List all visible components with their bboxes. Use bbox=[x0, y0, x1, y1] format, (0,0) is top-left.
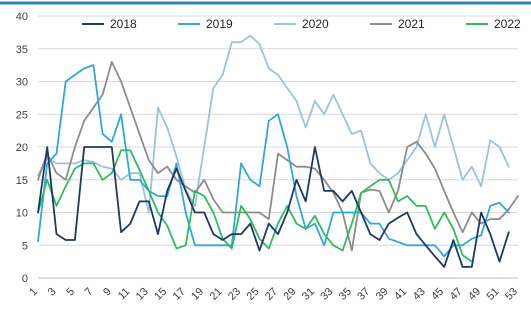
y-tick-label: 5 bbox=[22, 240, 28, 252]
y-axis: 0 5 10 15 20 25 30 35 40 bbox=[16, 11, 28, 285]
y-tick-label: 25 bbox=[16, 109, 28, 121]
legend: 2018 2019 2020 2021 2022 bbox=[82, 17, 521, 31]
legend-label-2020: 2020 bbox=[302, 17, 329, 31]
y-tick-label: 0 bbox=[22, 273, 28, 285]
series-line-2020 bbox=[37, 34, 510, 214]
series-line-2021 bbox=[37, 61, 519, 252]
legend-label-2021: 2021 bbox=[398, 17, 425, 31]
y-tick-label: 15 bbox=[16, 175, 28, 187]
series-lines bbox=[37, 34, 519, 268]
series-line-2018 bbox=[37, 146, 510, 268]
y-tick-label: 35 bbox=[16, 44, 28, 56]
series-line-2022 bbox=[37, 149, 473, 263]
legend-label-2019: 2019 bbox=[206, 17, 233, 31]
y-tick-label: 20 bbox=[16, 142, 28, 154]
series-line-2019 bbox=[37, 64, 510, 258]
legend-label-2022: 2022 bbox=[494, 17, 521, 31]
y-tick-label: 40 bbox=[16, 11, 28, 23]
y-tick-label: 10 bbox=[16, 208, 28, 220]
y-tick-label: 30 bbox=[16, 77, 28, 89]
legend-label-2018: 2018 bbox=[110, 17, 137, 31]
